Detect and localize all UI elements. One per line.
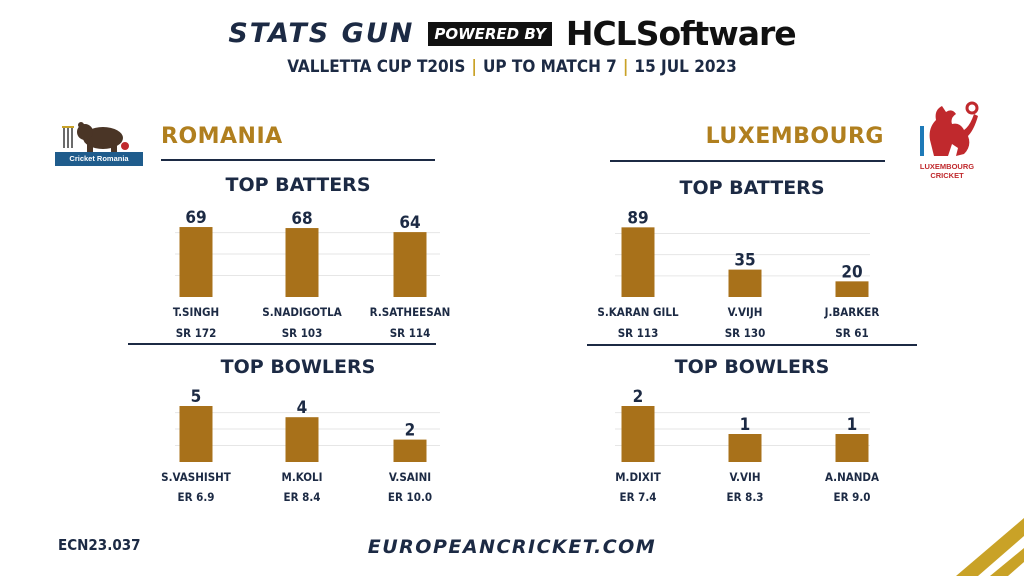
data-label: 89 [627,208,648,228]
stat-label: SR 61 [835,326,868,340]
divider [587,344,917,346]
brand-header: STATS GUN POWERED BY HCLSoftware [0,14,1024,53]
category-label: A.NANDA [825,470,879,484]
bar [621,406,655,462]
website-link[interactable]: EUROPEANCRICKET.COM [367,536,657,558]
date-label: 15 JUL 2023 [634,57,737,77]
stat-label: SR 113 [618,326,659,340]
stage-label: UP TO MATCH 7 [482,57,617,77]
bar [285,417,319,462]
bar [179,227,213,297]
data-label: 1 [740,415,751,435]
data-label: 2 [405,421,416,441]
corner-stripes-graphic [956,518,1024,576]
logo-text: LUXEMBOURG CRICKET [919,162,975,180]
stat-label: ER 6.9 [178,490,215,504]
category-label: J.BARKER [824,305,880,319]
stat-label: SR 172 [176,326,217,340]
data-label: 5 [191,387,202,407]
bar [835,434,869,462]
category-label: V.VIH [730,470,761,484]
competition-label: VALLETTA CUP T20IS [287,57,466,77]
separator: | [471,57,477,77]
bar [728,269,762,297]
logo-text: Cricket Romania [55,152,143,166]
category-label: M.DIXIT [615,470,661,484]
section-title-top-batters: TOP BATTERS [679,177,825,199]
sponsor-logo: HCLSoftware [565,14,797,53]
category-label: V.VIJH [728,305,763,319]
data-label: 4 [297,398,308,418]
page-subtitle: VALLETTA CUP T20IS | UP TO MATCH 7 | 15 JUL … [0,57,1024,77]
team-name-romania: ROMANIA [161,124,283,149]
luxembourg-cricket-logo: LUXEMBOURG CRICKET [912,100,982,186]
section-title-top-bowlers: TOP BOWLERS [220,356,376,378]
data-label: 2 [633,387,644,407]
bar [835,281,869,297]
brand-title: STATS GUN [228,18,415,49]
data-label: 64 [399,213,420,233]
cricket-romania-logo: Cricket Romania [55,118,143,166]
divider [128,343,436,345]
category-label: T.SINGH [173,305,219,319]
category-label: M.KOLI [282,470,323,484]
powered-by-badge: POWERED BY [428,21,552,46]
data-label: 35 [734,251,755,271]
category-label: S.NADIGOTLA [262,305,341,319]
bar [393,439,427,462]
bar [621,227,655,297]
stat-label: ER 8.3 [727,490,764,504]
stat-label: ER 9.0 [834,490,871,504]
stat-label: SR 130 [725,326,766,340]
separator: | [622,57,629,77]
data-label: 69 [185,208,206,228]
stat-label: SR 103 [282,326,323,340]
stat-label: ER 7.4 [620,490,657,504]
stat-label: SR 114 [390,326,431,340]
bear-icon [62,122,129,154]
section-title-top-batters: TOP BATTERS [225,174,371,196]
bar [393,232,427,297]
data-label: 1 [847,415,858,435]
lion-icon [920,101,979,156]
bar [728,434,762,462]
stat-label: ER 10.0 [388,490,432,504]
data-label: 20 [841,262,862,282]
divider [610,160,885,162]
divider [161,159,435,161]
category-label: S.KARAN GILL [597,305,679,319]
bar [179,406,213,462]
graphic-code: ECN23.037 [58,536,141,554]
category-label: R.SATHEESAN [370,305,451,319]
section-title-top-bowlers: TOP BOWLERS [674,356,830,378]
team-name-luxembourg: LUXEMBOURG [705,124,884,149]
data-label: 68 [291,209,312,229]
stat-label: ER 8.4 [284,490,321,504]
category-label: S.VASHISHT [161,470,231,484]
category-label: V.SAINI [389,470,431,484]
bar [285,228,319,297]
